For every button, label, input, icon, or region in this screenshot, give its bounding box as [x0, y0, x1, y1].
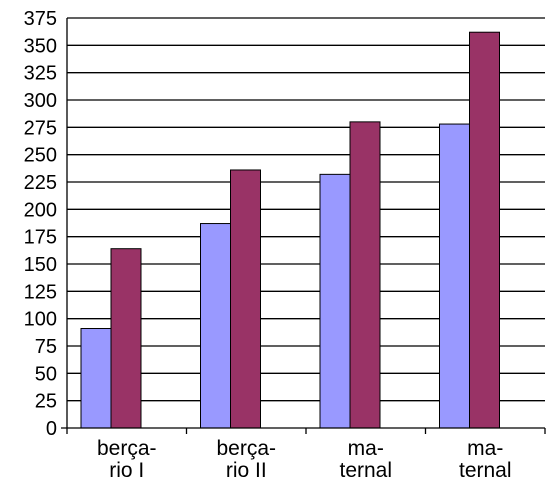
- y-tick-label: 250: [24, 145, 57, 167]
- gridlines: [67, 17, 545, 402]
- category-label: berça-: [97, 437, 157, 460]
- category-label: rio I: [109, 459, 144, 482]
- y-tick-label: 175: [24, 227, 57, 249]
- bar-series2-cat3: [349, 121, 381, 429]
- category-label: ternal: [339, 459, 392, 482]
- bar-series1-cat3: [319, 173, 351, 429]
- y-tick-label: 275: [24, 117, 57, 139]
- y-tick-label: 125: [24, 281, 57, 303]
- category-label: berça-: [216, 437, 276, 460]
- y-tick-label: 350: [24, 35, 57, 57]
- y-tick-label: 25: [35, 391, 57, 413]
- y-tick-label: 75: [35, 336, 57, 358]
- y-tick-label: 50: [35, 363, 57, 385]
- category-label: ma-: [467, 437, 503, 460]
- y-tick-label: 225: [24, 172, 57, 194]
- category-label: ma-: [348, 437, 384, 460]
- bar-series2-cat4: [469, 31, 500, 429]
- y-tick-label: 325: [24, 63, 57, 85]
- y-tick-label: 375: [24, 8, 57, 30]
- y-tick-label: 150: [24, 254, 57, 276]
- bar-series2-cat2: [230, 169, 261, 429]
- bar-series2-cat1: [110, 248, 142, 429]
- category-label: ternal: [459, 459, 512, 482]
- bar-series1-cat1: [80, 328, 112, 429]
- y-tick-label: 100: [24, 309, 57, 331]
- bar-series1-cat4: [439, 123, 470, 429]
- bar-series1-cat2: [200, 223, 231, 429]
- bars: [66, 31, 546, 434]
- category-label: rio II: [226, 459, 267, 482]
- y-tick-label: 200: [24, 199, 57, 221]
- y-tick-label: 0: [46, 418, 57, 440]
- y-axis-tick-labels: 0 25 50 75 100 125 150 175 200 225 250 275 300 325 350…: [24, 8, 57, 440]
- y-tick-label: 300: [24, 90, 57, 112]
